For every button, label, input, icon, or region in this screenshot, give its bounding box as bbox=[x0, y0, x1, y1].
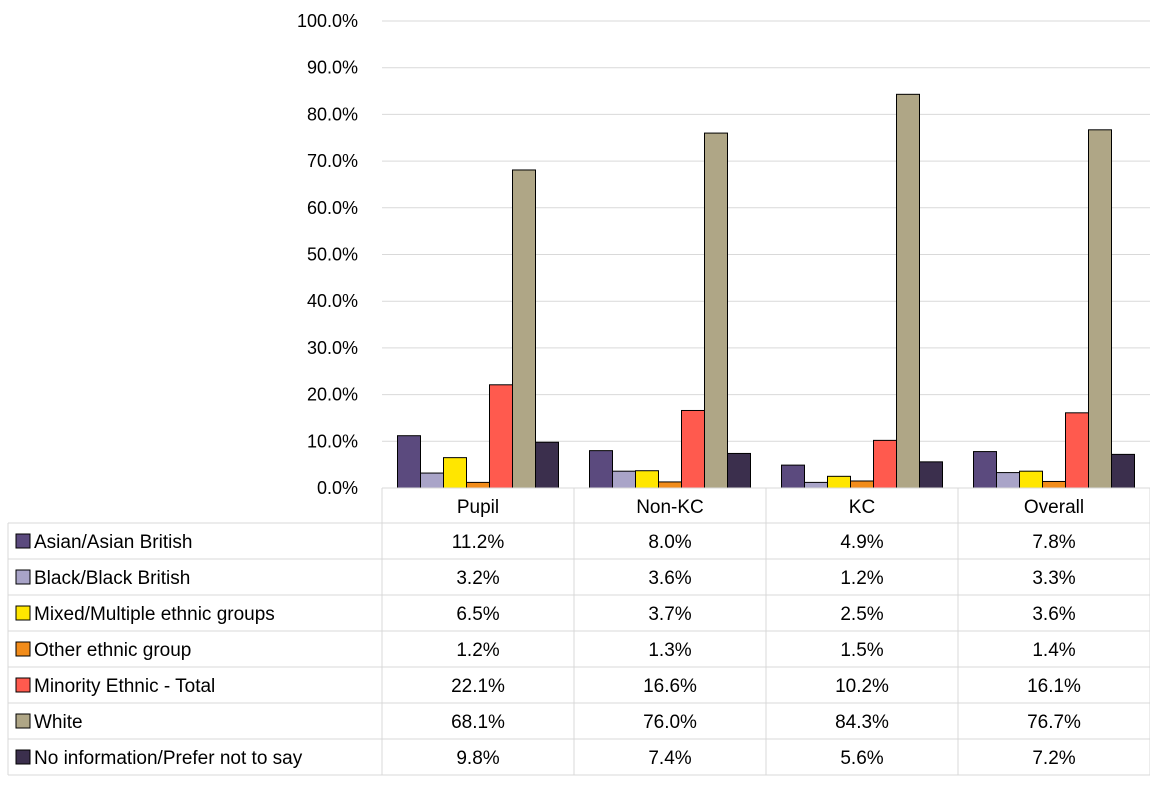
bar-mixed-multiple-ethnic-groups-pupil bbox=[443, 457, 467, 489]
bar-mixed-multiple-ethnic-groups-overall bbox=[1019, 470, 1043, 489]
series-name-label: No information/Prefer not to say bbox=[34, 748, 303, 769]
bar-no-information-prefer-not-to-say-non-kc bbox=[727, 452, 751, 489]
y-tick-label: 60.0% bbox=[307, 198, 358, 218]
legend-key-no-information-prefer-not-to-say bbox=[15, 749, 31, 765]
table-cell-value: 76.0% bbox=[643, 712, 697, 733]
table-cell-value: 3.3% bbox=[1032, 568, 1075, 589]
bar-other-ethnic-group-pupil bbox=[466, 481, 490, 489]
category-label-pupil: Pupil bbox=[457, 497, 499, 518]
table-cell-value: 3.2% bbox=[456, 568, 499, 589]
table-cell-value: 6.5% bbox=[456, 604, 499, 625]
series-name-label: Other ethnic group bbox=[34, 640, 191, 661]
bar-black-black-british-pupil bbox=[420, 472, 444, 489]
category-label-kc: KC bbox=[849, 497, 875, 518]
table-cell-value: 68.1% bbox=[451, 712, 505, 733]
bar-white-non-kc bbox=[704, 132, 728, 489]
bar-minority-ethnic-total-pupil bbox=[489, 384, 513, 489]
bar-black-black-british-kc bbox=[804, 481, 828, 489]
table-cell-value: 7.2% bbox=[1032, 748, 1075, 769]
y-tick-label: 20.0% bbox=[307, 385, 358, 405]
y-tick-label: 0.0% bbox=[317, 478, 358, 498]
table-cell-value: 1.3% bbox=[648, 640, 691, 661]
legend-key-black-black-british bbox=[15, 569, 31, 585]
y-tick-label: 50.0% bbox=[307, 245, 358, 265]
table-cell-value: 1.5% bbox=[840, 640, 883, 661]
bar-asian-asian-british-non-kc bbox=[589, 450, 613, 489]
table-cell-value: 84.3% bbox=[835, 712, 889, 733]
bar-minority-ethnic-total-non-kc bbox=[681, 409, 705, 489]
bar-black-black-british-overall bbox=[996, 472, 1020, 489]
bar-other-ethnic-group-non-kc bbox=[658, 481, 682, 489]
bar-minority-ethnic-total-overall bbox=[1065, 412, 1089, 489]
bar-black-black-british-non-kc bbox=[612, 470, 636, 489]
table-cell-value: 22.1% bbox=[451, 676, 505, 697]
y-tick-label: 90.0% bbox=[307, 58, 358, 78]
bar-asian-asian-british-pupil bbox=[397, 435, 421, 489]
legend-key-minority-ethnic-total bbox=[15, 677, 31, 693]
bar-no-information-prefer-not-to-say-kc bbox=[919, 461, 943, 489]
table-cell-value: 3.6% bbox=[648, 568, 691, 589]
y-tick-label: 30.0% bbox=[307, 338, 358, 358]
bar-other-ethnic-group-kc bbox=[850, 480, 874, 489]
legend-key-asian-asian-british bbox=[15, 533, 31, 549]
category-label-overall: Overall bbox=[1024, 497, 1084, 518]
bar-white-pupil bbox=[512, 169, 536, 489]
table-cell-value: 10.2% bbox=[835, 676, 889, 697]
y-tick-label: 40.0% bbox=[307, 291, 358, 311]
legend-key-white bbox=[15, 713, 31, 729]
y-tick-label: 70.0% bbox=[307, 151, 358, 171]
bar-white-overall bbox=[1088, 129, 1112, 489]
legend-key-other-ethnic-group bbox=[15, 641, 31, 657]
table-cell-value: 3.6% bbox=[1032, 604, 1075, 625]
table-cell-value: 11.2% bbox=[452, 532, 505, 553]
bar-mixed-multiple-ethnic-groups-non-kc bbox=[635, 470, 659, 489]
series-name-label: Mixed/Multiple ethnic groups bbox=[34, 604, 275, 625]
table-cell-value: 3.7% bbox=[648, 604, 691, 625]
series-name-label: Minority Ethnic - Total bbox=[34, 676, 215, 697]
table-cell-value: 16.1% bbox=[1027, 676, 1081, 697]
bar-white-kc bbox=[896, 93, 920, 489]
legend-key-mixed-multiple-ethnic-groups bbox=[15, 605, 31, 621]
category-label-non-kc: Non-KC bbox=[636, 497, 704, 518]
bar-minority-ethnic-total-kc bbox=[873, 439, 897, 489]
table-cell-value: 7.8% bbox=[1032, 532, 1075, 553]
bar-asian-asian-british-kc bbox=[781, 464, 805, 489]
table-cell-value: 16.6% bbox=[643, 676, 697, 697]
bar-no-information-prefer-not-to-say-pupil bbox=[535, 441, 559, 489]
y-tick-label: 100.0% bbox=[297, 11, 358, 31]
table-cell-value: 7.4% bbox=[648, 748, 691, 769]
table-cell-value: 5.6% bbox=[840, 748, 883, 769]
y-tick-label: 80.0% bbox=[307, 104, 358, 124]
bar-asian-asian-british-overall bbox=[973, 451, 997, 489]
bar-mixed-multiple-ethnic-groups-kc bbox=[827, 475, 851, 489]
bar-no-information-prefer-not-to-say-overall bbox=[1111, 453, 1135, 489]
table-cell-value: 1.4% bbox=[1032, 640, 1075, 661]
table-cell-value: 1.2% bbox=[456, 640, 499, 661]
bar-other-ethnic-group-overall bbox=[1042, 480, 1066, 489]
table-cell-value: 9.8% bbox=[456, 748, 499, 769]
table-cell-value: 76.7% bbox=[1027, 712, 1081, 733]
series-name-label: Asian/Asian British bbox=[34, 532, 192, 553]
table-cell-value: 1.2% bbox=[840, 568, 883, 589]
series-name-label: White bbox=[34, 712, 83, 733]
table-cell-value: 4.9% bbox=[840, 532, 883, 553]
table-cell-value: 2.5% bbox=[840, 604, 883, 625]
y-tick-label: 10.0% bbox=[307, 431, 358, 451]
table-cell-value: 8.0% bbox=[648, 532, 691, 553]
series-name-label: Black/Black British bbox=[34, 568, 190, 589]
